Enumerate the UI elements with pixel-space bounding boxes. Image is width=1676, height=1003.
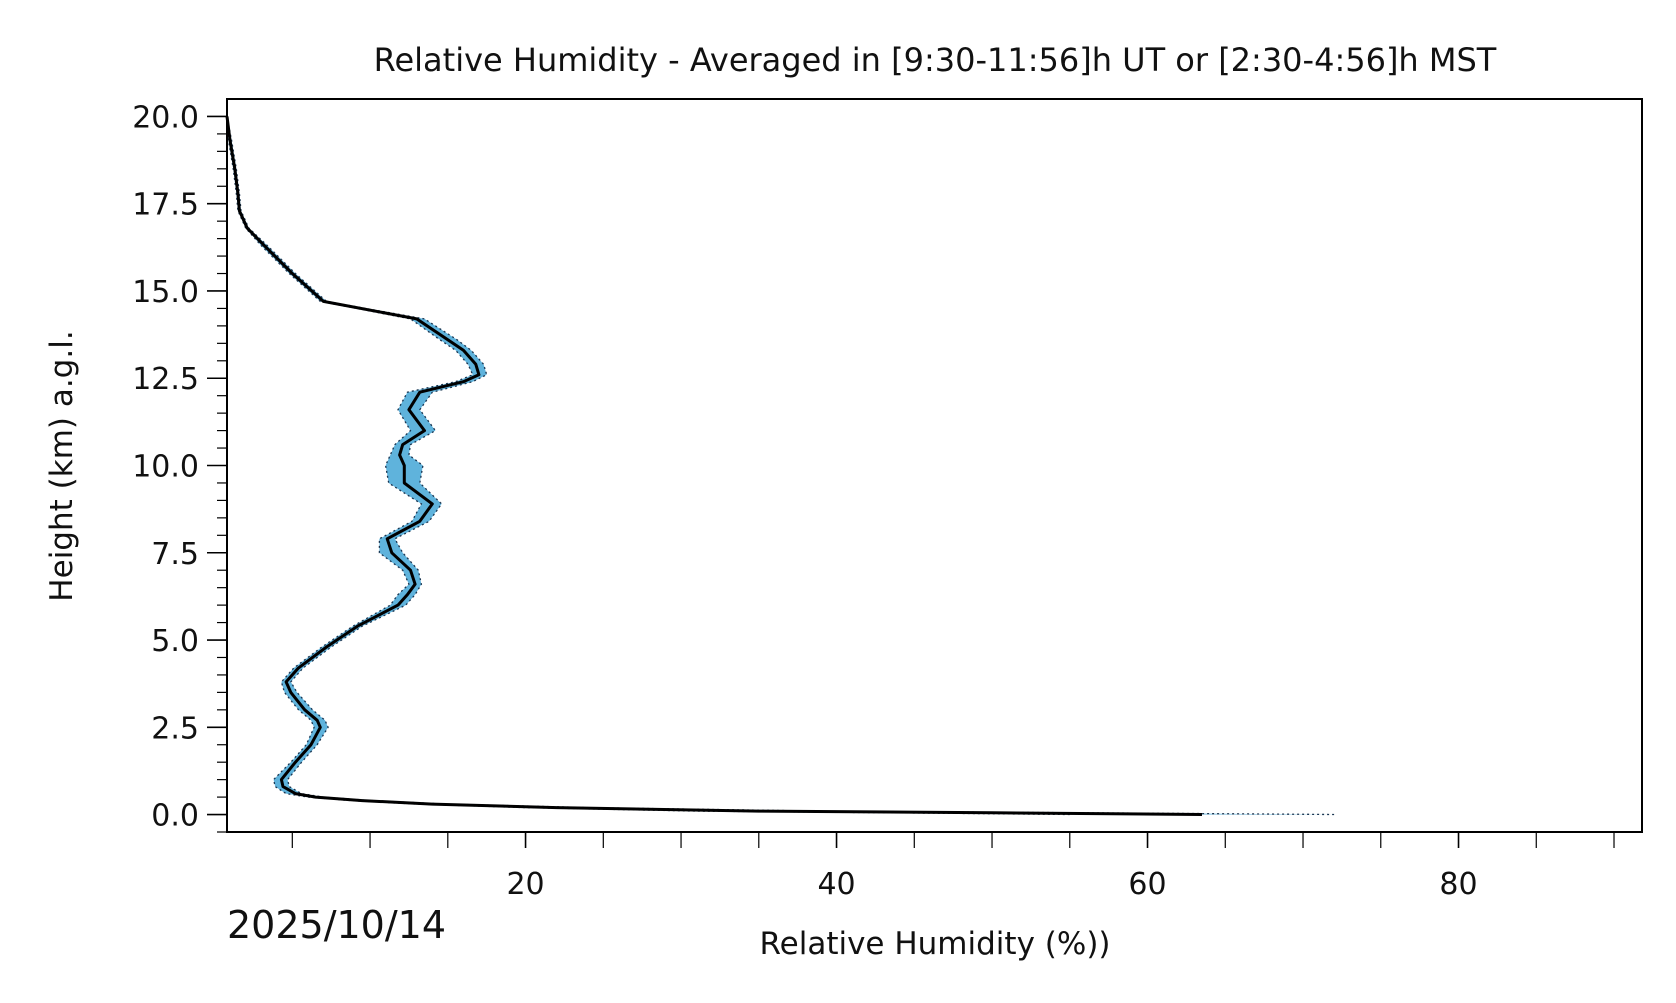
x-tick-label: 40 xyxy=(817,867,855,902)
x-tick-label: 60 xyxy=(1128,867,1166,902)
x-axis-title: Relative Humidity (%)) xyxy=(759,926,1110,962)
x-tick-label: 20 xyxy=(506,867,544,902)
y-tick-label: 5.0 xyxy=(151,624,199,659)
y-tick-label: 0.0 xyxy=(151,799,199,834)
y-tick-label: 2.5 xyxy=(151,711,199,746)
y-tick-label: 17.5 xyxy=(132,188,199,223)
y-tick-label: 10.0 xyxy=(132,450,199,485)
y-tick-label: 12.5 xyxy=(132,362,199,397)
y-tick-label: 15.0 xyxy=(132,275,199,310)
humidity-line-layer xyxy=(225,116,1335,816)
y-tick-label: 7.5 xyxy=(151,537,199,572)
y-tick-label: 20.0 xyxy=(132,100,199,135)
y-axis-title: Height (km) a.g.l. xyxy=(44,330,80,601)
x-axis-ticks: 20 40 60 80 xyxy=(291,832,1615,902)
date-label: 2025/10/14 xyxy=(227,903,446,947)
chart-title: Relative Humidity - Averaged in [9:30-11… xyxy=(374,41,1497,79)
x-tick-label: 80 xyxy=(1439,867,1477,902)
y-axis-ticks: 0.0 2.5 5.0 7.5 10.0 12.5 15.0 17.5 20.0 xyxy=(132,100,227,834)
humidity-mean-line xyxy=(225,116,1203,816)
humidity-upper-bound-line xyxy=(226,116,1335,816)
